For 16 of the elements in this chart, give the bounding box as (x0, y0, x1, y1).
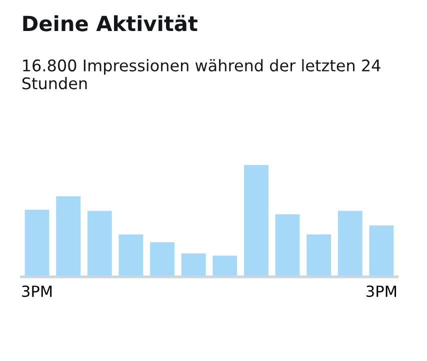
bar (24, 210, 50, 277)
bar (118, 234, 144, 277)
bar (369, 225, 394, 277)
bar (306, 234, 332, 277)
bar (212, 256, 238, 277)
bar (338, 210, 362, 277)
bar (87, 210, 112, 277)
bar (181, 253, 206, 277)
x-tick-label: 3PM (366, 285, 396, 298)
x-tick-label: 3PM (22, 285, 52, 298)
bar (56, 196, 81, 277)
bar (275, 214, 300, 277)
chart-subtitle: 16.800 Impressionen während der letzten 24 Stunden (22, 59, 380, 90)
bar (150, 242, 174, 277)
chart-title: Deine Aktivität (23, 14, 198, 32)
bar (244, 164, 268, 277)
